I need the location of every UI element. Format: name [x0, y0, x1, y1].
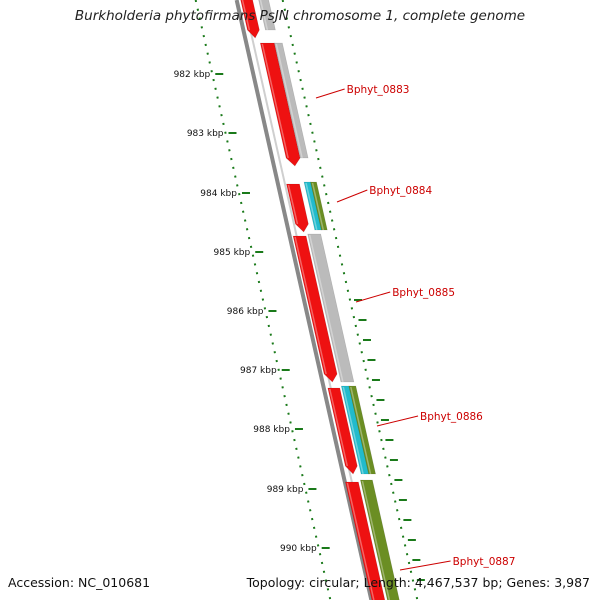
tick-label: 983 kbp — [187, 129, 224, 139]
cds-feature — [286, 183, 309, 233]
tick-label: 986 kbp — [227, 307, 264, 317]
tick-label: 988 kbp — [253, 425, 290, 435]
cds-feature — [345, 481, 386, 600]
cds-feature — [327, 387, 358, 475]
position-ticks: 982 kbp 983 kbp 984 kbp 985 kbp 986 kbp 987 k… — [174, 70, 330, 554]
gene-features — [240, 0, 400, 600]
tick-label: 985 kbp — [214, 248, 251, 258]
gene-feature — [258, 0, 276, 31]
feature-highlight — [361, 480, 391, 600]
gene-label: Bphyt_0883 — [347, 84, 410, 96]
feature-highlight — [241, 0, 251, 31]
feature-highlight — [275, 43, 303, 159]
feature-highlight — [311, 182, 325, 231]
gene-feature — [273, 42, 309, 159]
cds-feature — [259, 42, 301, 167]
label-leader-line — [315, 88, 345, 99]
gene-label: Bphyt_0885 — [392, 287, 455, 299]
tick-label: 982 kbp — [174, 70, 211, 80]
label-leader-line — [355, 291, 391, 303]
gene-label: Bphyt_0887 — [453, 556, 516, 568]
label-leader-line — [336, 189, 368, 203]
gene-feature — [307, 233, 355, 383]
feature-highlight — [329, 388, 349, 467]
feature-highlight — [261, 43, 289, 159]
feature-highlight — [305, 182, 318, 231]
feature-highlight — [346, 482, 375, 600]
left-dotted-guide — [194, 0, 332, 600]
label-leader-line — [376, 415, 419, 427]
gene-labels: Bphyt_0883 Bphyt_0884 Bphyt_0885 Bphyt_0886… — [315, 84, 516, 571]
genome-summary: Topology: circular; Length: 4,467,537 bp… — [246, 575, 590, 590]
dotted-guides — [194, 0, 425, 600]
feature-highlight — [342, 386, 364, 475]
cds-feature — [240, 0, 260, 39]
cds-feature — [292, 235, 338, 383]
feature-highlight — [350, 386, 372, 475]
tick-label: 987 kbp — [240, 366, 277, 376]
feature-highlight — [259, 0, 269, 31]
gene-label: Bphyt_0884 — [369, 185, 432, 197]
accession-text: Accession: NC_010681 — [8, 575, 151, 590]
feature-highlight — [308, 234, 344, 383]
feature-feature — [348, 385, 376, 475]
backbone-outer-line — [234, 0, 374, 600]
map-title: Burkholderia phytofirmans PsJN chromosom… — [74, 8, 526, 24]
label-leader-line — [399, 560, 451, 571]
feature-highlight — [287, 184, 299, 225]
tick-label: 989 kbp — [267, 485, 304, 495]
tick-label: 984 kbp — [200, 189, 237, 199]
gene-label: Bphyt_0886 — [420, 411, 483, 423]
feature-feature — [310, 181, 328, 231]
feature-highlight — [294, 236, 327, 375]
right-dotted-guide — [281, 0, 419, 600]
tick-label: 990 kbp — [280, 544, 317, 554]
feature-feature — [360, 479, 400, 600]
